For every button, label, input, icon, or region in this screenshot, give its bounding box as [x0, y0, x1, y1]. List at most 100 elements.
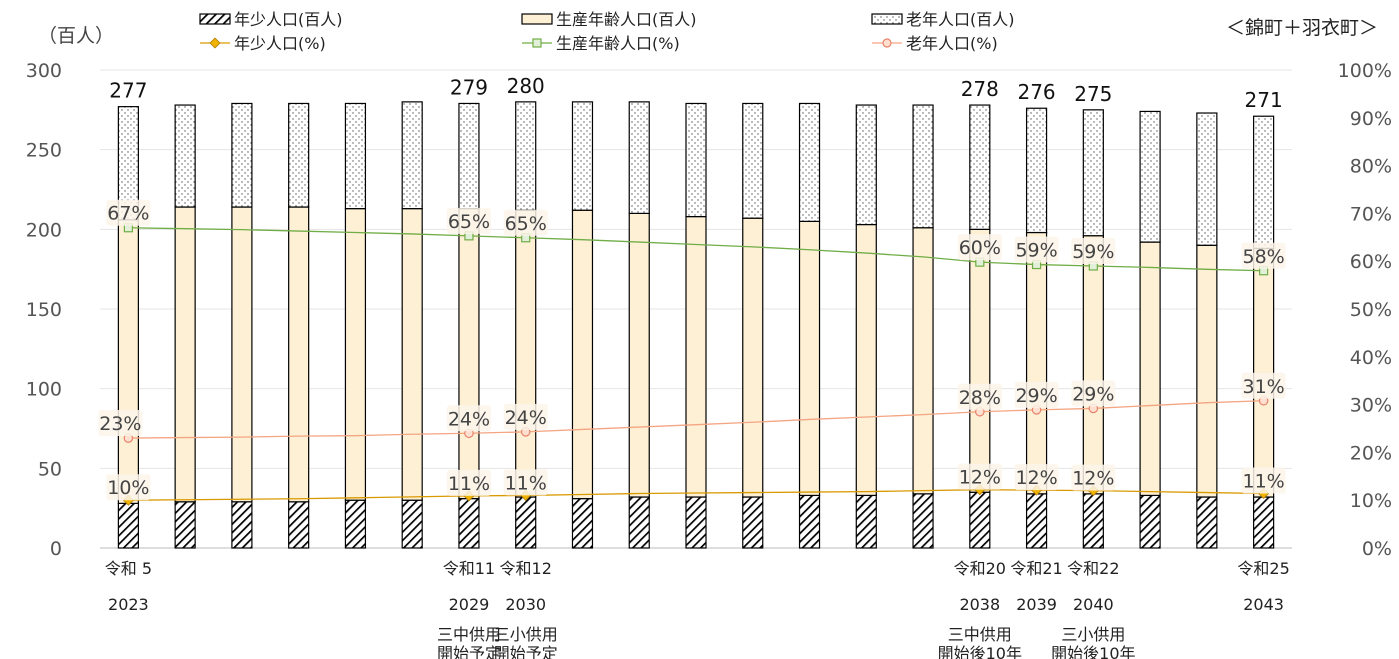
bar-working-age: [1139, 241, 1161, 497]
bar-working-age: [855, 223, 877, 497]
bar-youth: [174, 501, 196, 549]
y-left-tick-label: 0: [50, 538, 62, 560]
percent-label-bg: [1241, 467, 1286, 494]
bar-youth: [855, 494, 877, 549]
percent-label-bg: [446, 469, 491, 496]
total-label: 279: [450, 75, 488, 99]
label-elderly-pct: 31%: [1243, 376, 1285, 398]
x-era-label: 令和25: [1237, 559, 1289, 578]
bar-elderly: [742, 102, 764, 219]
legend-label: 老年人口(%): [906, 34, 998, 53]
percent-label-bg: [106, 199, 151, 226]
y-right-tick-label: 0%: [1362, 538, 1392, 560]
y-right-tick-label: 10%: [1350, 490, 1392, 512]
x-era-label: 令和12: [500, 559, 552, 578]
percent-label-bg: [503, 469, 548, 496]
y-right-tick-label: 40%: [1350, 347, 1392, 369]
label-working-age-pct: 58%: [1243, 246, 1285, 268]
label-elderly-pct: 28%: [959, 387, 1001, 409]
y-right-tick-label: 30%: [1350, 395, 1392, 417]
bar-youth: [571, 498, 594, 549]
x-year-label: 2043: [1243, 595, 1284, 614]
label-youth-pct: 11%: [505, 472, 547, 494]
percent-label-bg: [1014, 236, 1059, 263]
label-youth-pct: 11%: [1243, 471, 1285, 493]
bar-youth: [798, 494, 821, 549]
label-youth-pct: 12%: [959, 467, 1001, 489]
bar-elderly: [1025, 107, 1048, 234]
percent-label-bg: [1071, 237, 1116, 264]
bar-elderly: [798, 102, 821, 222]
x-note-label: 開始後10年: [938, 644, 1022, 659]
bar-working-age: [1253, 247, 1275, 498]
bar-elderly: [855, 104, 877, 226]
x-era-label: 令和20: [954, 559, 1006, 578]
bar-elderly: [1082, 109, 1104, 237]
y-axis-right: 0% 10% 20% 30% 40% 50% 60% 70% 80% 90% 100%: [1338, 60, 1392, 560]
y-right-tick-label: 20%: [1350, 442, 1392, 464]
bar-working-age: [174, 206, 196, 503]
legend-marker-working-age-pct: [532, 38, 542, 48]
y-right-tick-label: 50%: [1350, 299, 1392, 321]
x-year-label: 2023: [108, 595, 149, 614]
percent-label-bg: [503, 209, 548, 236]
bar-youth: [1025, 493, 1048, 549]
percent-label-bg: [1014, 381, 1059, 408]
bar-youth: [288, 501, 310, 549]
y-right-tick-label: 90%: [1350, 108, 1392, 130]
label-youth-pct: 12%: [1015, 467, 1057, 489]
label-working-age-pct: 67%: [107, 203, 149, 225]
bar-working-age: [1082, 235, 1104, 495]
bar-working-age: [912, 227, 934, 495]
x-note-label: 三小供用: [494, 625, 558, 644]
line-working-age-pct: [128, 227, 1264, 272]
label-working-age-pct: 65%: [505, 213, 547, 235]
total-label: 271: [1245, 88, 1283, 112]
x-era-label: 令和22: [1067, 559, 1119, 578]
bar-youth: [969, 491, 991, 549]
bar-youth: [1253, 496, 1275, 549]
percent-label-bg: [957, 383, 1002, 410]
y-right-tick-label: 60%: [1350, 251, 1392, 273]
region-label: ＜錦町＋羽衣町＞: [1226, 17, 1378, 39]
x-year-label: 2038: [959, 595, 1000, 614]
bar-youth: [1139, 494, 1161, 549]
total-label: 280: [507, 74, 545, 98]
legend-label: 生産年齢人口(百人): [556, 10, 697, 29]
total-label: 275: [1074, 82, 1112, 106]
bar-elderly: [344, 102, 367, 210]
bar-working-age: [685, 215, 707, 498]
y-left-tick-label: 250: [26, 140, 62, 162]
bar-elderly: [515, 101, 537, 211]
bar-elderly: [1253, 115, 1275, 250]
percent-label-bg: [957, 234, 1002, 261]
bar-working-age: [1196, 244, 1218, 498]
label-elderly-pct: 24%: [448, 408, 490, 430]
percent-labels-layer: 10% 11% 11% 12% 12% 12% 11% 67% 65% 65% 60% 59% 59% 5…: [98, 199, 1286, 501]
bar-elderly: [174, 104, 196, 208]
bar-elderly: [685, 102, 707, 218]
total-label: 278: [961, 77, 999, 101]
bar-elderly: [231, 102, 253, 208]
percent-label-bg: [98, 410, 143, 437]
x-year-label: 2039: [1016, 595, 1057, 614]
x-note-label: 開始後10年: [1051, 644, 1135, 659]
y-right-tick-label: 80%: [1350, 156, 1392, 178]
bar-working-age: [1025, 231, 1048, 495]
x-axis: 令和 5 令和11 令和12 令和20 令和21 令和22 令和25 2023 2029 2030…: [105, 559, 1290, 659]
total-label: 277: [109, 79, 147, 103]
line-elderly-pct: [128, 400, 1264, 439]
bar-youth: [1196, 496, 1218, 549]
legend-label: 生産年齢人口(%): [556, 34, 680, 53]
label-working-age-pct: 59%: [1015, 240, 1057, 262]
percent-label-bg: [1014, 464, 1059, 491]
bar-youth: [912, 493, 934, 549]
bar-working-age: [288, 206, 310, 503]
bar-working-age: [571, 209, 594, 500]
y-axis-left: 0 50 100 150 200 250 300: [26, 60, 62, 560]
percent-label-bg: [446, 405, 491, 432]
label-youth-pct: 12%: [1072, 468, 1114, 490]
bar-working-age: [515, 209, 537, 498]
bar-youth: [515, 496, 537, 549]
